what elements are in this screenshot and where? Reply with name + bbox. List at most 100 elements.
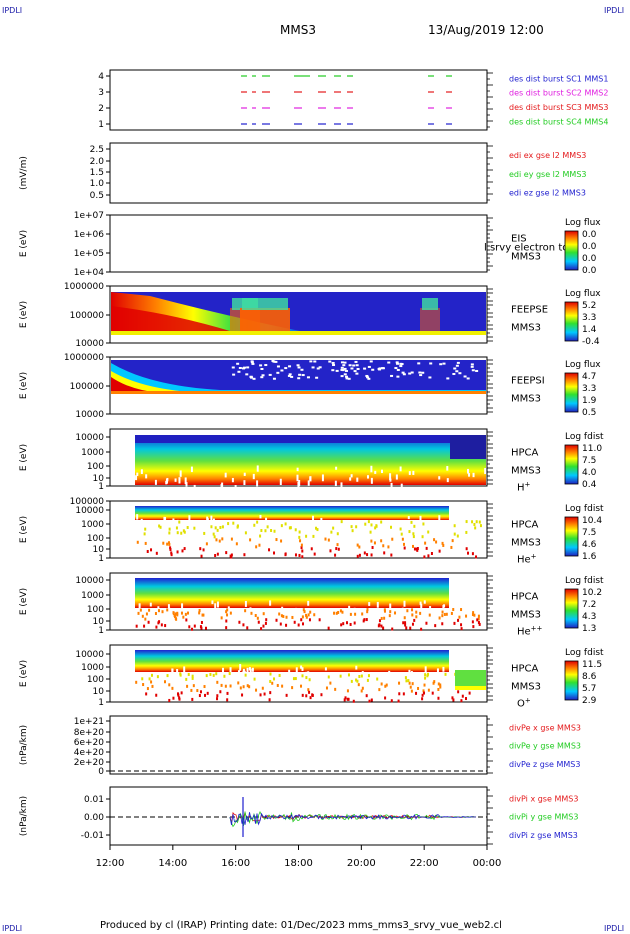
ytick-label-hpca_he-5: 1 — [98, 554, 104, 564]
feepsi-spectrogram — [111, 360, 486, 394]
ytick-label-divpi-2: -0.01 — [81, 831, 104, 841]
hpca-o-tail-fill — [455, 670, 486, 688]
colorbar-tick-hpca_o-2: 5.7 — [582, 684, 596, 694]
panel-frame-edi — [109, 142, 488, 204]
colorbar-tick-feepsi-1: 3.3 — [582, 384, 596, 394]
colorbar-tick-eis-0: 0.0 — [582, 230, 597, 240]
feepse-core — [111, 306, 230, 335]
colorbar-title-hpca_hepp: Log fdist — [565, 576, 604, 586]
ylabel-eis: E (eV) — [19, 230, 29, 257]
instrument-label-hpca_hepp: HPCA — [511, 592, 539, 603]
colorbar-tick-feepse-3: -0.4 — [582, 337, 600, 347]
ytick-label-divpe-1: 8e+20 — [74, 728, 105, 738]
legend-divpe-0: divPe x gse MMS3 — [509, 724, 581, 733]
instrument-sc-hpca_h: MMS3 — [511, 466, 541, 477]
ylabel-hpca_h: E (eV) — [19, 444, 29, 471]
ytick-label-feepse-2: 10000 — [75, 339, 104, 349]
colorbar-tick-hpca_o-0: 11.5 — [582, 660, 602, 670]
colorbar-feepse — [564, 301, 579, 342]
ytick-label-burst-0: 4 — [98, 72, 104, 82]
panel-frame-divpe — [109, 715, 488, 775]
instrument-sc-feepse: MMS3 — [511, 323, 541, 334]
ytick-label-hpca_h-1: 1000 — [81, 448, 104, 458]
ytick-label-edi-4: 0.5 — [90, 191, 104, 201]
instrument-label-feepsi: FEEPSI — [511, 376, 545, 387]
colorbar-tick-feepse-1: 3.3 — [582, 313, 596, 323]
colorbar-tick-hpca_h-1: 7.5 — [582, 456, 596, 466]
panel-edi: 2.5 2.01.51.0 0.5 (mV/m) edi ex gse l2 MMS3 e… — [19, 142, 587, 204]
ytick-label-feepsi-2: 10000 — [75, 410, 104, 420]
panel-frame-divpi — [109, 786, 488, 846]
burst-dashes — [241, 75, 452, 125]
legend-divpi-0: divPi x gse MMS3 — [509, 795, 578, 804]
colorbar-hpca_hepp — [564, 588, 579, 629]
colorbar-tick-hpca_o-3: 2.9 — [582, 696, 597, 706]
ytick-label-hpca_o-0: 10000 — [75, 650, 104, 660]
colorbar-tick-hpca_hepp-2: 4.3 — [582, 612, 596, 622]
ytick-label-hpca_he-0: 100000 — [70, 497, 105, 507]
ytick-label-eis-2: 1e+05 — [74, 249, 104, 259]
instrument-sc-hpca_he: MMS3 — [511, 538, 541, 549]
hpca-o-tail-low — [455, 686, 486, 690]
colorbar-hpca_he — [564, 516, 579, 557]
spectrogram-hpca_o — [135, 650, 485, 703]
instrument-label-eis: EIS — [511, 234, 527, 245]
ylabel-hpca_o: E (eV) — [19, 660, 29, 687]
colorbar-title-hpca_he: Log fdist — [565, 504, 604, 514]
ylabel-feepsi: E (eV) — [19, 372, 29, 399]
ylabel-divpe: (nPa/km) — [19, 725, 29, 765]
ytick-label-hpca_he-4: 10 — [93, 545, 105, 555]
colorbar-tick-hpca_h-0: 11.0 — [582, 444, 602, 454]
legend-edi-0: edi ex gse l2 MMS3 — [509, 151, 586, 160]
colorbar-tick-eis-2: 0.0 — [582, 254, 597, 264]
colorbar-eis — [564, 230, 579, 271]
xtick-label-3: 18:00 — [284, 858, 313, 869]
ytick-label-divpe-2: 6e+20 — [74, 738, 105, 748]
legend-divpe-2: divPe z gse MMS3 — [509, 760, 580, 769]
spectrogram-hpca_he — [135, 506, 482, 559]
ytick-label-hpca_h-4: 1 — [98, 482, 104, 492]
spectrogram-hpca_hepp — [135, 578, 481, 631]
hpca-h-lateband — [450, 435, 486, 459]
feepsi-floor — [111, 391, 486, 394]
colorbar-tick-hpca_h-2: 4.0 — [582, 468, 597, 478]
stacked-panels-figure: 4 3 2 1 des dist burst SC1 MMS1 des dist burs… — [19, 69, 608, 869]
ytick-label-hpca_h-3: 10 — [93, 474, 105, 484]
colorbar-tick-hpca_hepp-1: 7.2 — [582, 600, 596, 610]
ylabel-edi: (mV/m) — [19, 156, 29, 190]
ytick-label-burst-1: 3 — [98, 88, 104, 98]
colorbar-tick-hpca_hepp-3: 1.3 — [582, 624, 596, 634]
ytick-label-hpca_hepp-1: 1000 — [81, 591, 104, 601]
hpca-h-topband-rect — [135, 435, 486, 443]
corner-label-top-left: IPDLI — [2, 6, 23, 15]
xtick-label-0: 12:00 — [96, 858, 125, 869]
hpca-o-tail — [455, 670, 486, 690]
instrument-label-hpca_o: HPCA — [511, 664, 539, 675]
feepse-burst-top-2 — [422, 298, 438, 310]
ytick-label-feepse-0: 1000000 — [64, 282, 104, 292]
species-charge-hpca_o: + — [525, 697, 531, 705]
feepse-floor — [111, 331, 486, 335]
hpca-h-topband — [135, 435, 486, 459]
spectrogram-fill-hpca_he — [135, 506, 449, 520]
legend-divpi-2: divPi z gse MMS3 — [509, 831, 578, 840]
ytick-label-divpe-5: 0 — [98, 767, 104, 777]
instrument-sc-hpca_hepp: MMS3 — [511, 610, 541, 621]
xtick-label-5: 22:00 — [410, 858, 439, 869]
ytick-label-hpca_he-3: 100 — [87, 534, 104, 544]
corner-label-bottom-right: IPDLI — [604, 924, 625, 933]
colorbar-tick-hpca_he-0: 10.4 — [582, 516, 602, 526]
ylabel-hpca_hepp: E (eV) — [19, 588, 29, 615]
ytick-label-burst-2: 2 — [98, 104, 104, 114]
colorbar-tick-feepsi-0: 4.7 — [582, 372, 596, 382]
colorbar-tick-eis-3: 0.0 — [582, 266, 597, 276]
ytick-label-divpe-4: 2e+20 — [74, 758, 105, 768]
ytick-label-hpca_hepp-4: 1 — [98, 626, 104, 636]
ytick-label-eis-3: 1e+04 — [74, 268, 105, 278]
ytick-label-edi-3: 1.0 — [90, 179, 105, 189]
ytick-label-divpi-0: 0.01 — [84, 795, 104, 805]
ytick-label-edi-2: 1.5 — [90, 168, 104, 178]
ytick-label-divpe-0: 1e+21 — [74, 717, 104, 727]
legend-burst-3: des dist burst SC4 MMS4 — [509, 117, 608, 126]
ytick-label-eis-0: 1e+07 — [74, 211, 104, 221]
